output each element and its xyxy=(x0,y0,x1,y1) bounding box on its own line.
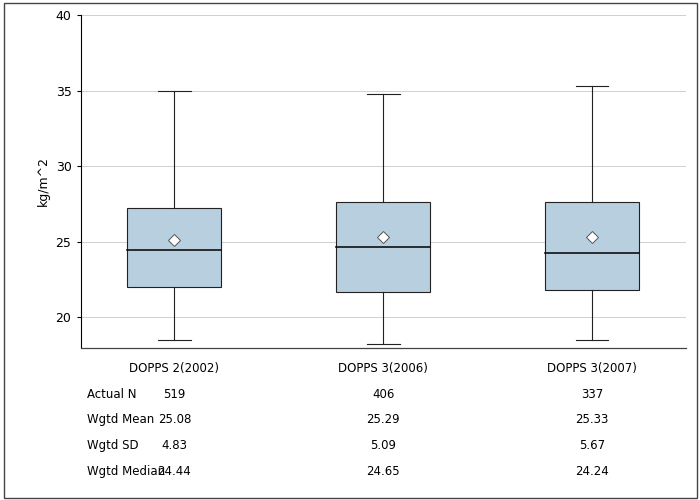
Bar xyxy=(545,202,639,290)
Text: 5.09: 5.09 xyxy=(370,440,396,452)
Text: Wgtd Mean: Wgtd Mean xyxy=(87,414,154,426)
Y-axis label: kg/m^2: kg/m^2 xyxy=(37,156,50,206)
Text: DOPPS 3(2007): DOPPS 3(2007) xyxy=(547,362,637,374)
Text: Actual N: Actual N xyxy=(87,388,136,400)
Text: 5.67: 5.67 xyxy=(579,440,605,452)
Text: 4.83: 4.83 xyxy=(162,440,188,452)
Text: Wgtd SD: Wgtd SD xyxy=(87,440,138,452)
Text: 406: 406 xyxy=(372,388,394,400)
Bar xyxy=(336,202,430,292)
Text: 25.33: 25.33 xyxy=(575,414,609,426)
Text: 24.44: 24.44 xyxy=(158,466,191,478)
Text: 337: 337 xyxy=(581,388,603,400)
Text: 519: 519 xyxy=(163,388,186,400)
Text: 24.65: 24.65 xyxy=(366,466,400,478)
Text: 24.24: 24.24 xyxy=(575,466,609,478)
Text: Wgtd Median: Wgtd Median xyxy=(87,466,164,478)
Text: 25.29: 25.29 xyxy=(366,414,400,426)
Bar xyxy=(127,208,221,287)
Text: DOPPS 3(2006): DOPPS 3(2006) xyxy=(338,362,428,374)
Text: 25.08: 25.08 xyxy=(158,414,191,426)
Text: DOPPS 2(2002): DOPPS 2(2002) xyxy=(130,362,220,374)
